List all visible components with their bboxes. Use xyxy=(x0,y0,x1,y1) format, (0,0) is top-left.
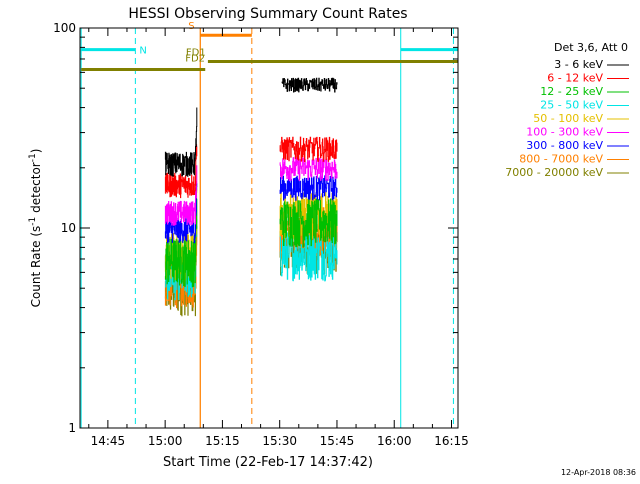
x-tick-label-6: 16:15 xyxy=(434,434,469,448)
series-0 xyxy=(164,77,338,177)
legend-label-2: 12 - 25 keV xyxy=(540,85,603,98)
series-0-segment-2 xyxy=(281,77,338,93)
x-tick-label-0: 14:45 xyxy=(91,434,126,448)
y-tick-label-0: 1 xyxy=(68,421,76,435)
status-bar-label-3: FD1 xyxy=(186,47,206,58)
series-5 xyxy=(164,156,338,226)
x-tick-label-1: 15:00 xyxy=(148,434,183,448)
chart-title: HESSI Observing Summary Count Rates xyxy=(128,6,407,22)
y-tick-label-2: 100 xyxy=(53,21,76,35)
x-tick-label-4: 15:45 xyxy=(320,434,355,448)
x-axis-label: Start Time (22-Feb-17 14:37:42) xyxy=(163,455,373,470)
legend-label-3: 25 - 50 keV xyxy=(540,99,603,112)
legend-label-5: 100 - 300 keV xyxy=(526,126,603,139)
series-2 xyxy=(164,198,338,288)
x-tick-label-5: 16:00 xyxy=(377,434,412,448)
series-5-segment-2 xyxy=(279,156,338,182)
legend-header: Det 3,6, Att 0 xyxy=(554,41,628,54)
y-axis-label-mid: detector xyxy=(29,162,43,217)
legend-label-6: 300 - 800 keV xyxy=(526,139,603,152)
series-0-segment-1 xyxy=(164,107,198,177)
legend-label-4: 50 - 100 keV xyxy=(533,112,603,125)
plot-clip-group xyxy=(80,28,458,428)
y-axis-label-end: ) xyxy=(29,149,43,154)
series-2-segment-1 xyxy=(164,198,198,288)
status-bar-label-4: FD2 xyxy=(185,54,205,65)
axis-layer: 1 10 100 14:45 15:00 15:15 15:30 15:45 16:00 16:1… xyxy=(53,21,469,448)
legend-label-7: 800 - 7000 keV xyxy=(519,153,603,166)
x-tick-label-3: 15:30 xyxy=(262,434,297,448)
series-6-segment-1 xyxy=(164,183,198,244)
y-axis-label: Count Rate (s-1 detector-1) xyxy=(28,149,43,308)
series-2-segment-2 xyxy=(279,198,338,248)
series-5-segment-1 xyxy=(164,165,198,226)
x-tick-label-2: 15:15 xyxy=(205,434,240,448)
legend-label-8: 7000 - 20000 keV xyxy=(505,166,603,179)
legend-label-0: 3 - 6 keV xyxy=(554,58,603,71)
y-axis-label-exp1: -1 xyxy=(28,217,38,226)
series-1-segment-2 xyxy=(279,136,338,162)
footer-date: 12-Apr-2018 08:36 xyxy=(561,468,636,477)
y-axis-label-exp2: -1 xyxy=(28,153,38,162)
y-axis-label-main: Count Rate (s xyxy=(29,226,43,308)
y-tick-label-1: 10 xyxy=(61,221,76,235)
status-bar-label-2: S xyxy=(188,21,194,32)
status-bar-label-0: N xyxy=(139,46,146,57)
legend-label-1: 6 - 12 keV xyxy=(547,72,603,85)
